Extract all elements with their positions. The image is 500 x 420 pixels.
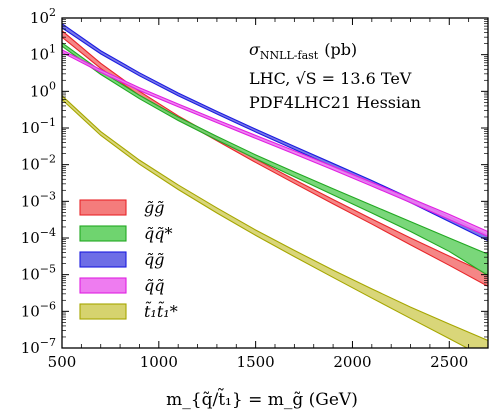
- x-tick-label: 2500: [430, 353, 468, 371]
- legend-swatch-0: [79, 199, 127, 216]
- y-tick-label: 10−5: [21, 263, 56, 284]
- band-series-4: [62, 94, 488, 348]
- legend-swatch-4: [79, 303, 127, 320]
- x-tick-label: 1500: [237, 353, 275, 371]
- annotation-sigma: σNNLL-fast (pb): [249, 40, 357, 62]
- annotation-pdf: PDF4LHC21 Hessian: [249, 93, 421, 112]
- x-axis-label: m_{q̃/t̃₁} = m_g̃ (GeV): [166, 388, 358, 410]
- y-tick-label: 10−2: [21, 153, 56, 174]
- legend-label-3: q̃q̃: [144, 276, 164, 295]
- legend-label-1: q̃q̃*: [144, 224, 172, 243]
- series-bands: [62, 23, 488, 348]
- band-series-3: [62, 49, 488, 238]
- y-tick-label: 10−1: [21, 116, 56, 137]
- legend-swatch-1: [79, 225, 127, 242]
- x-tick-label: 1000: [140, 353, 178, 371]
- y-tick-label: 10−7: [21, 336, 56, 357]
- annotation-lhc: LHC, √S = 13.6 TeV: [249, 69, 412, 88]
- axis-tick-labels: 500 1000 1500 2000 2500 102 101 100 10−1 10−2 10−3…: [21, 6, 469, 371]
- x-tick-label: 2000: [333, 353, 371, 371]
- x-tick-label: 500: [48, 353, 77, 371]
- y-tick-label: 10−3: [21, 189, 56, 210]
- annotation-block: σNNLL-fast (pb) LHC, √S = 13.6 TeV PDF4LH…: [249, 40, 421, 112]
- y-tick-label: 100: [30, 79, 56, 100]
- legend-label-4: t̃₁t̃₁*: [144, 301, 178, 321]
- legend: g̃g̃ q̃q̃* q̃g̃ q̃q̃ t̃₁t̃₁*: [79, 198, 178, 321]
- legend-label-0: g̃g̃: [144, 198, 164, 217]
- legend-label-2: q̃g̃: [144, 250, 164, 269]
- y-tick-label: 101: [30, 43, 56, 64]
- y-tick-label: 10−4: [21, 226, 56, 247]
- y-tick-label: 10−6: [21, 299, 56, 320]
- legend-swatch-2: [79, 251, 127, 268]
- axis-ticks: [61, 17, 488, 349]
- legend-swatch-3: [79, 277, 127, 294]
- band-series-1: [62, 42, 488, 277]
- y-tick-label: 102: [30, 6, 56, 27]
